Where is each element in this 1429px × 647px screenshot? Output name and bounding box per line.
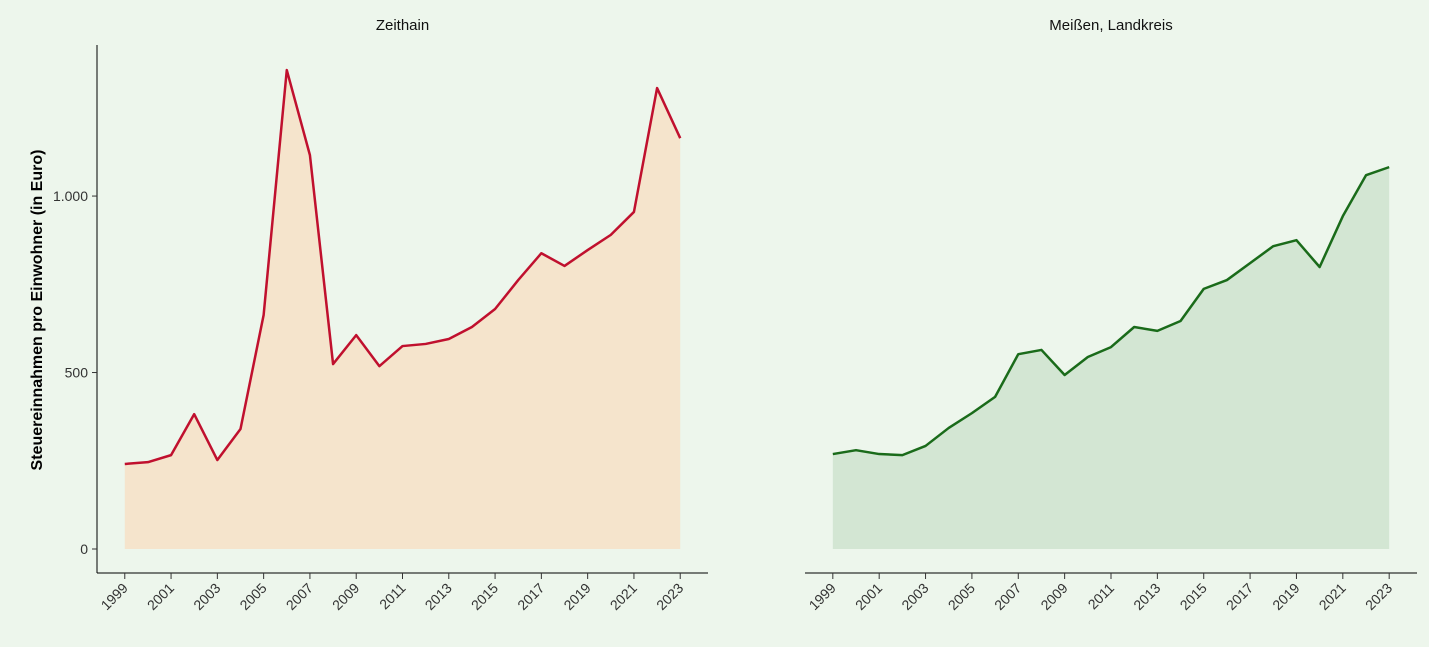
- area: [124, 70, 681, 549]
- area: [832, 167, 1390, 549]
- panel-title: Zeithain: [376, 17, 429, 34]
- y-tick-label: 1.000: [53, 188, 88, 204]
- y-axis-label: Steuereinnahmen pro Einwohner (in Euro): [29, 150, 46, 471]
- line: [124, 68, 682, 466]
- line: [832, 165, 1390, 457]
- panel-title: Meißen, Landkreis: [1049, 17, 1172, 34]
- y-tick-label: 500: [65, 365, 89, 381]
- y-tick-label: 0: [80, 541, 88, 557]
